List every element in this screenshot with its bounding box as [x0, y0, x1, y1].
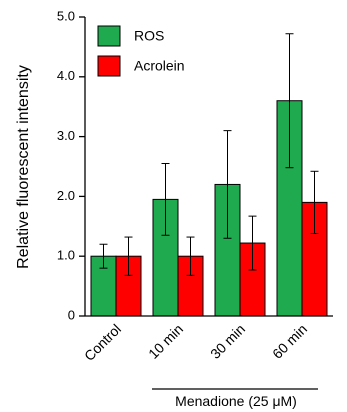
y-tick-label: 5.0 [57, 8, 75, 23]
y-tick-label: 4.0 [57, 68, 75, 83]
y-tick-label: 0 [68, 307, 75, 322]
legend-swatch-ros [97, 25, 121, 47]
x-tick-label: 30 min [207, 321, 248, 362]
legend-label-acrolein: Acrolein [134, 58, 185, 74]
x-tick-label: Control [81, 321, 124, 364]
y-tick-label: 2.0 [57, 188, 75, 203]
group-label: Menadione (25 μM) [175, 393, 297, 409]
y-axis-label: Relative fluorescent intensity [15, 65, 32, 269]
y-tick-label: 1.0 [57, 248, 75, 263]
x-tick-label: 10 min [145, 321, 186, 362]
legend-swatch-acrolein [97, 55, 121, 77]
axes [84, 17, 333, 317]
category-labels: Control 10 min 30 min 60 min [81, 321, 310, 364]
legend: ROS Acrolein [97, 25, 185, 77]
legend-label-ros: ROS [134, 28, 164, 44]
y-axis-ticks: 0 1.0 2.0 3.0 4.0 5.0 [57, 8, 85, 322]
y-tick-label: 3.0 [57, 128, 75, 143]
x-tick-label: 60 min [269, 321, 310, 362]
bars-group [90, 33, 328, 317]
